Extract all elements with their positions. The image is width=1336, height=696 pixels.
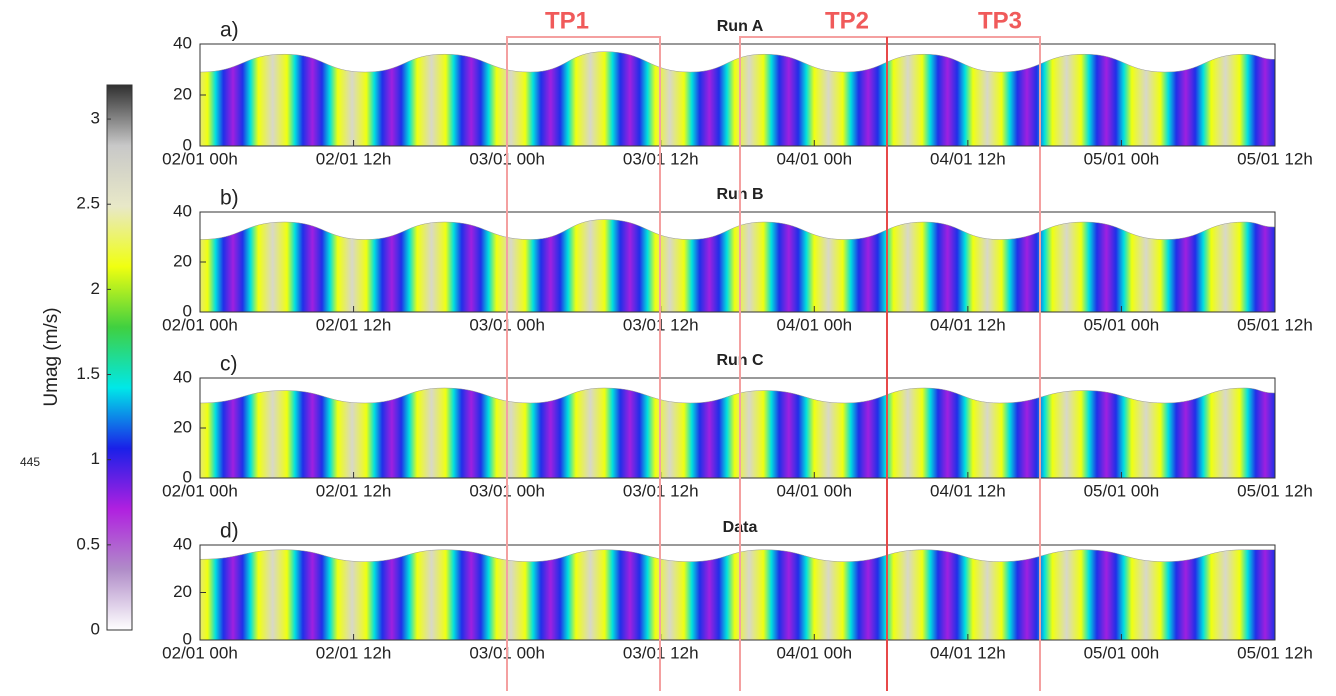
- x-tick-label: 02/01 00h: [162, 315, 238, 334]
- x-tick-label: 05/01 00h: [1084, 149, 1160, 168]
- x-tick-label: 05/01 00h: [1084, 481, 1160, 500]
- x-tick-label: 02/01 12h: [316, 481, 392, 500]
- y-tick-label: 20: [173, 417, 192, 436]
- x-tick-label: 04/01 12h: [930, 315, 1006, 334]
- surface-line: [199, 549, 1275, 562]
- colorbar: [106, 84, 133, 631]
- colorbar-tick-label: 2.5: [76, 194, 100, 213]
- colorbar-label: Umag (m/s): [41, 307, 62, 406]
- surface-line: [199, 219, 1276, 240]
- panel-label: c): [220, 353, 238, 376]
- y-tick-label: 40: [173, 201, 192, 220]
- panel-label: a): [220, 19, 239, 42]
- x-tick-label: 05/01 12h: [1237, 315, 1313, 334]
- y-tick-label: 40: [173, 33, 192, 52]
- y-tick-label: 0: [183, 629, 192, 648]
- surface-line: [199, 387, 1276, 404]
- tp-label: TP3: [978, 7, 1022, 34]
- x-tick-label: 04/01 00h: [776, 149, 852, 168]
- x-tick-label: 05/01 00h: [1084, 315, 1160, 334]
- x-tick-label: 02/01 12h: [316, 315, 392, 334]
- x-tick-label: 02/01 00h: [162, 149, 238, 168]
- x-tick-label: 04/01 12h: [930, 643, 1006, 662]
- surface-line: [199, 51, 1276, 73]
- speed-field: [200, 219, 1275, 312]
- colorbar-tick-label: 1: [91, 449, 100, 468]
- colorbar-tick-label: 0: [91, 619, 100, 638]
- y-tick-label: 40: [173, 534, 192, 553]
- panel-label: b): [220, 187, 239, 210]
- x-tick-label: 02/01 00h: [162, 481, 238, 500]
- y-tick-label: 20: [173, 84, 192, 103]
- x-tick-label: 04/01 00h: [776, 315, 852, 334]
- panel-title: Run A: [717, 18, 764, 35]
- y-tick-label: 40: [173, 367, 192, 386]
- tp-label: TP2: [825, 7, 869, 34]
- y-tick-label: 0: [183, 467, 192, 486]
- x-tick-label: 05/01 00h: [1084, 643, 1160, 662]
- y-tick-label: 20: [173, 251, 192, 270]
- panel-label: d): [220, 520, 239, 543]
- colorbar-tick-label: 0.5: [76, 534, 100, 553]
- tp1-box: [506, 36, 661, 696]
- x-tick-label: 05/01 12h: [1237, 481, 1313, 500]
- colorbar-tick-label: 1.5: [76, 364, 100, 383]
- colorbar-tick-label: 2: [91, 279, 100, 298]
- x-tick-label: 02/01 12h: [316, 643, 392, 662]
- colorbar-tick-label: 3: [91, 109, 100, 128]
- y-tick-label: 20: [173, 582, 192, 601]
- y-tick-label: 0: [183, 135, 192, 154]
- x-tick-label: 04/01 00h: [776, 481, 852, 500]
- x-tick-label: 05/01 12h: [1237, 643, 1313, 662]
- x-tick-label: 04/01 00h: [776, 643, 852, 662]
- speed-field: [200, 549, 1275, 640]
- x-tick-label: 05/01 12h: [1237, 149, 1313, 168]
- speed-field: [200, 388, 1275, 478]
- x-tick-label: 04/01 12h: [930, 149, 1006, 168]
- tp-label: TP1: [545, 7, 589, 34]
- y-tick-label: 0: [183, 301, 192, 320]
- side-label: 445: [20, 455, 40, 469]
- x-tick-label: 02/01 12h: [316, 149, 392, 168]
- speed-field: [200, 51, 1275, 146]
- x-tick-label: 04/01 12h: [930, 481, 1006, 500]
- x-tick-label: 02/01 00h: [162, 643, 238, 662]
